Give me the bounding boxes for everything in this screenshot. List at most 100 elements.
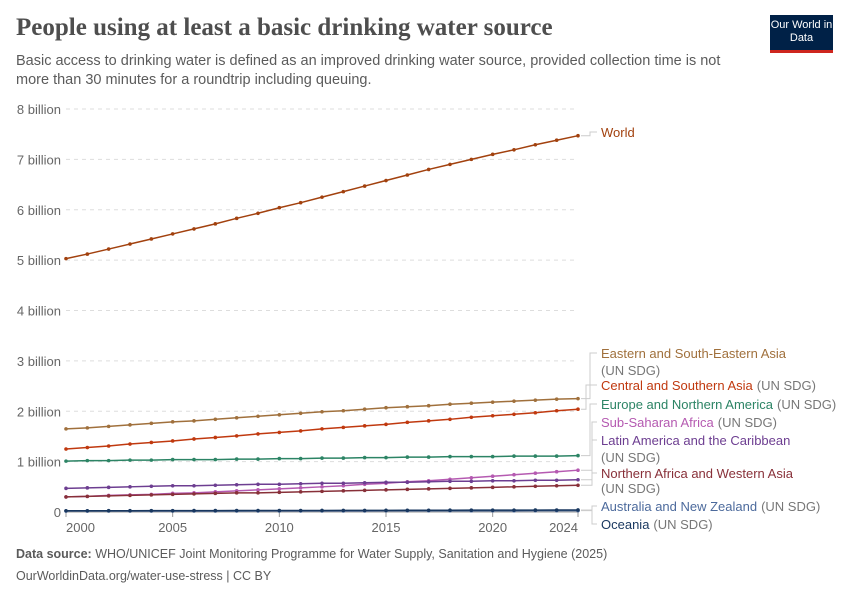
data-point xyxy=(192,419,196,423)
data-point xyxy=(298,490,303,494)
data-point xyxy=(170,420,175,424)
data-point xyxy=(170,492,175,497)
data-point xyxy=(469,415,474,420)
series-name: Europe and Northern America xyxy=(601,397,774,412)
series-name: Eastern and South-Eastern Asia xyxy=(601,346,787,361)
data-point xyxy=(426,419,431,423)
data-point xyxy=(213,457,218,462)
data-point xyxy=(554,469,559,474)
source-text: WHO/UNICEF Joint Monitoring Programme fo… xyxy=(95,547,608,561)
data-point xyxy=(384,455,388,460)
data-point xyxy=(64,459,68,463)
data-point xyxy=(512,478,516,483)
footer-url[interactable]: OurWorldinData.org/water-use-stress | CC… xyxy=(16,569,272,583)
y-tick-label: 0 xyxy=(54,505,61,520)
data-point xyxy=(149,458,154,462)
series-label: Eastern and South-Eastern Asia (UN SDG) xyxy=(601,346,787,378)
data-point xyxy=(277,508,282,513)
y-tick-label: 5 billion xyxy=(17,253,61,268)
data-point xyxy=(128,458,132,462)
data-point xyxy=(170,484,175,488)
data-point xyxy=(128,442,132,446)
x-tick-label: 2015 xyxy=(372,520,401,535)
series-name: Northern Africa and Western Asia xyxy=(601,466,794,481)
series-label: Northern Africa and Western Asia (UN SDG) xyxy=(601,466,794,496)
data-point xyxy=(384,508,388,513)
data-point xyxy=(106,494,111,498)
data-point xyxy=(85,252,90,256)
data-point xyxy=(213,417,218,422)
data-point xyxy=(106,458,111,463)
data-point xyxy=(384,405,388,410)
data-point xyxy=(64,256,68,261)
data-point xyxy=(533,484,538,489)
data-point xyxy=(277,205,282,210)
data-point xyxy=(277,412,282,417)
data-point xyxy=(149,421,154,426)
data-point xyxy=(234,482,239,487)
data-point xyxy=(149,484,154,489)
data-point xyxy=(256,211,260,216)
series-name: Oceania xyxy=(601,517,650,532)
data-point xyxy=(277,487,282,491)
data-point xyxy=(533,454,538,458)
data-point xyxy=(170,457,175,462)
label-connector xyxy=(581,384,597,410)
data-point xyxy=(448,486,452,491)
data-point xyxy=(256,482,260,487)
data-point xyxy=(256,508,260,513)
data-point xyxy=(490,400,495,404)
series-label: Oceania (UN SDG) xyxy=(601,517,713,532)
data-point xyxy=(554,454,559,458)
data-point xyxy=(490,152,495,157)
data-point xyxy=(533,142,538,147)
label-connector xyxy=(581,352,597,400)
data-point xyxy=(405,404,410,409)
data-point xyxy=(106,485,111,490)
data-point xyxy=(192,227,196,231)
series-suffix: (UN SDG) xyxy=(653,517,712,532)
data-point xyxy=(533,410,538,415)
logo-text: Our World in Data xyxy=(770,19,833,44)
data-source: Data source: WHO/UNICEF Joint Monitoring… xyxy=(16,547,607,561)
data-point xyxy=(64,486,68,491)
data-point xyxy=(490,474,495,479)
data-point xyxy=(512,399,516,403)
series-label: Europe and Northern America (UN SDG) xyxy=(601,397,836,412)
data-point xyxy=(170,439,175,443)
data-point xyxy=(256,457,260,461)
label-connector xyxy=(581,509,597,525)
data-point xyxy=(405,420,410,425)
data-point xyxy=(192,457,196,462)
data-point xyxy=(341,481,346,486)
y-tick-label: 1 billion xyxy=(17,455,61,470)
data-point xyxy=(405,487,410,492)
data-point xyxy=(106,247,111,251)
data-point xyxy=(106,508,111,513)
data-point xyxy=(128,508,132,513)
series-suffix: (UN SDG) xyxy=(757,378,816,393)
data-point xyxy=(213,483,218,488)
series-name: Australia and New Zealand xyxy=(601,499,757,514)
label-connector xyxy=(581,472,597,486)
data-point xyxy=(234,491,239,495)
data-point xyxy=(426,508,431,513)
data-point xyxy=(469,486,474,490)
data-point xyxy=(320,481,324,486)
series-label: Australia and New Zealand (UN SDG) xyxy=(601,499,820,514)
series-label: Central and Southern Asia (UN SDG) xyxy=(601,378,816,393)
series-line-eastern-and-south-eastern-asia xyxy=(65,397,579,430)
data-point xyxy=(384,422,388,427)
series-suffix: (UN SDG) xyxy=(777,397,836,412)
data-point xyxy=(192,484,196,488)
y-tick-label: 7 billion xyxy=(17,152,61,167)
data-point xyxy=(320,489,324,494)
data-point xyxy=(320,456,324,460)
label-connector xyxy=(581,131,597,137)
x-tick-label: 2020 xyxy=(478,520,507,535)
data-point xyxy=(512,454,516,458)
data-point xyxy=(533,471,538,476)
label-connector xyxy=(581,421,597,471)
data-point xyxy=(384,480,388,485)
owid-logo[interactable]: Our World in Data xyxy=(770,15,833,53)
